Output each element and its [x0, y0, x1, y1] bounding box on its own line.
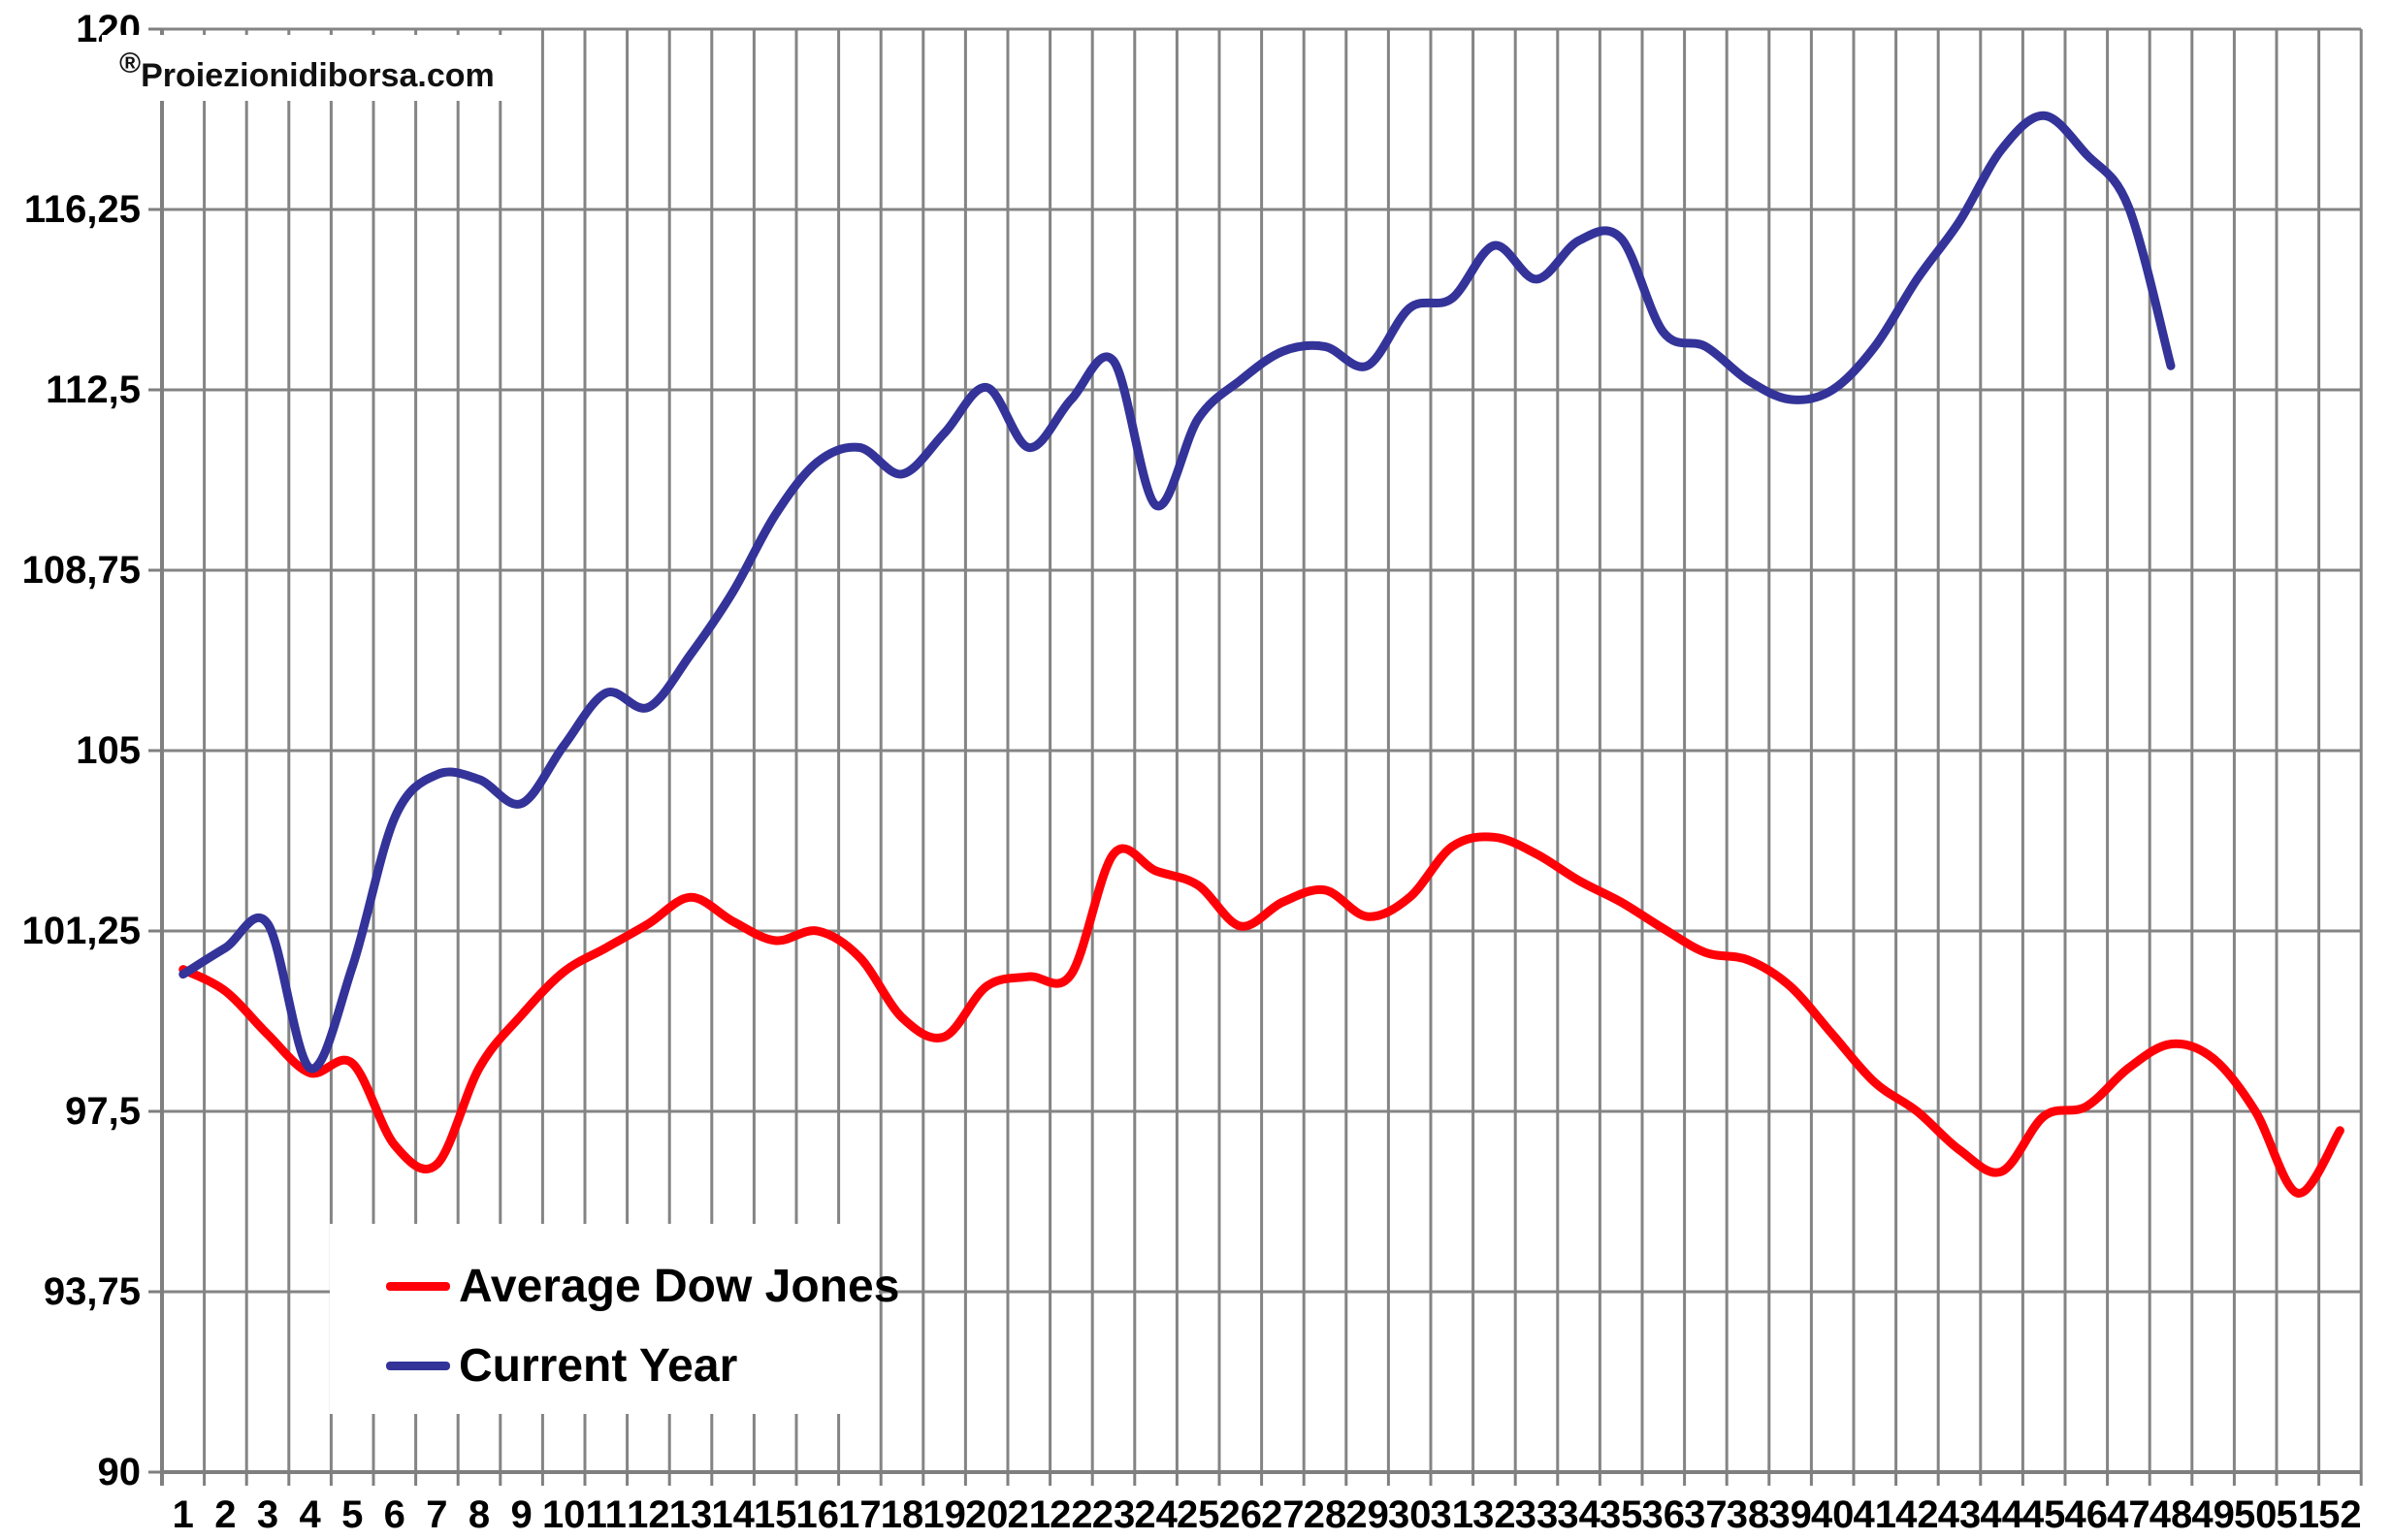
x-axis-label: 22	[1050, 1493, 1093, 1536]
x-axis-label: 49	[2191, 1493, 2235, 1536]
x-axis-label: 16	[796, 1493, 840, 1536]
x-axis-label: 50	[2234, 1493, 2278, 1536]
x-axis-label: 28	[1304, 1493, 1347, 1536]
x-axis-label: 27	[1261, 1493, 1305, 1536]
x-axis-label: 37	[1684, 1493, 1728, 1536]
x-axis-label: 48	[2150, 1493, 2193, 1536]
series-line-average-dow-jones	[178, 832, 2344, 1198]
x-axis-label: 39	[1768, 1493, 1812, 1536]
x-axis-label: 25	[1177, 1493, 1220, 1536]
x-axis-label: 45	[2022, 1493, 2066, 1536]
series-line-current-year	[178, 111, 2176, 1074]
x-axis-label: 13	[669, 1493, 713, 1536]
legend-label: Current Year	[459, 1339, 738, 1392]
y-axis-label: 90	[98, 1451, 142, 1493]
legend-item-current-year: Current Year	[330, 1338, 879, 1393]
x-axis-label: 19	[922, 1493, 966, 1536]
x-axis-label: 15	[754, 1493, 797, 1536]
legend-label: Average Dow Jones	[459, 1260, 900, 1312]
x-axis-label: 29	[1345, 1493, 1389, 1536]
x-axis-label: 12	[627, 1493, 670, 1536]
x-axis-label: 38	[1727, 1493, 1770, 1536]
y-axis-label: 112,5	[46, 369, 141, 411]
x-axis-label: 17	[838, 1493, 882, 1536]
y-axis-label: 97,5	[65, 1090, 141, 1133]
x-axis-label: 33	[1515, 1493, 1559, 1536]
x-axis-label: 21	[1008, 1493, 1051, 1536]
y-axis-label: 101,25	[22, 910, 141, 952]
watermark-text: ®Proiezionidiborsa.com	[119, 48, 495, 94]
x-axis-label: 6	[384, 1493, 405, 1536]
x-axis-label: 42	[1895, 1493, 1939, 1536]
x-axis-label: 7	[426, 1493, 447, 1536]
y-axis-label: 116,25	[24, 188, 141, 231]
legend-item-average-dow-jones: Average Dow Jones	[330, 1259, 899, 1313]
x-axis-label: 5	[341, 1493, 363, 1536]
x-axis-label: 44	[1980, 1493, 2023, 1536]
x-axis-label: 34	[1557, 1493, 1600, 1536]
y-axis-label: 108,75	[22, 549, 141, 592]
legend-line-blue-icon	[386, 1361, 450, 1370]
y-axis-label: 105	[76, 729, 141, 772]
x-axis-label: 36	[1642, 1493, 1686, 1536]
x-axis-label: 30	[1388, 1493, 1432, 1536]
x-axis-label: 41	[1854, 1493, 1897, 1536]
x-axis-label: 11	[586, 1493, 627, 1536]
registered-mark-icon: ®	[119, 48, 142, 80]
x-axis-label: 23	[1092, 1493, 1136, 1536]
x-axis-label: 35	[1600, 1493, 1643, 1536]
x-axis-label: 52	[2318, 1493, 2362, 1536]
x-axis-label: 32	[1472, 1493, 1516, 1536]
x-axis-label: 3	[257, 1493, 278, 1536]
x-axis-label: 18	[881, 1493, 924, 1536]
x-axis-label: 2	[214, 1493, 236, 1536]
x-axis-label: 8	[469, 1493, 490, 1536]
y-axis-label: 93,75	[44, 1270, 141, 1313]
chart-legend: Average Dow Jones Current Year	[330, 1224, 899, 1414]
x-axis-label: 4	[299, 1493, 321, 1536]
x-axis-label: 47	[2107, 1493, 2150, 1536]
x-axis-label: 26	[1219, 1493, 1263, 1536]
watermark: ®Proiezionidiborsa.com	[102, 35, 509, 101]
x-axis-label: 10	[542, 1493, 586, 1536]
x-axis-label: 9	[510, 1493, 532, 1536]
x-axis-label: 1	[173, 1493, 194, 1536]
x-axis-label: 31	[1431, 1493, 1474, 1536]
x-axis-label: 14	[711, 1493, 755, 1536]
x-axis-label: 40	[1811, 1493, 1855, 1536]
x-axis-label: 20	[965, 1493, 1009, 1536]
x-axis-label: 24	[1134, 1493, 1178, 1536]
legend-line-red-icon	[386, 1281, 450, 1291]
x-axis-label: 51	[2277, 1493, 2320, 1536]
x-axis-label: 43	[1938, 1493, 1982, 1536]
x-axis-label: 46	[2065, 1493, 2109, 1536]
